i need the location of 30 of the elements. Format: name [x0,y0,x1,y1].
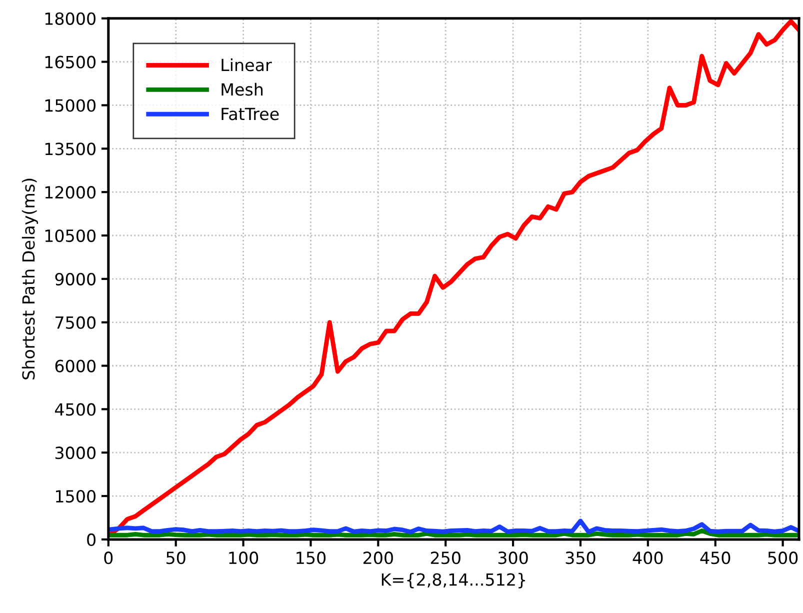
x-tick-label: 0 [104,552,113,564]
legend-label: Mesh [222,82,263,96]
y-tick-label: 9000 [55,272,96,286]
y-tick-label: 3000 [55,446,96,460]
y-tick-label: 0 [87,533,96,546]
x-tick-label: 450 [700,552,730,564]
x-tick-label: 100 [229,552,258,564]
x-tick-label: 500 [768,552,798,564]
x-tick-label: 150 [296,552,326,564]
y-tick-label: 1500 [56,490,96,503]
line-series [108,518,799,534]
x-tick-label: 300 [498,552,528,564]
y-tick-label: 12000 [45,186,96,199]
x-tick-label: 400 [632,552,663,564]
y-tick-label: 18000 [45,12,96,25]
y-tick-label: 16500 [45,56,96,68]
y-tick-label: 7500 [56,316,96,329]
y-tick-label: 6000 [55,360,96,372]
y-tick-label: 4500 [55,403,96,416]
x-tick-label: 250 [430,552,460,564]
x-tick-label: 350 [566,552,596,564]
x-axis-title: K={2,8,14...512} [382,572,526,588]
y-tick-label: 15000 [45,99,96,112]
x-tick-label: 200 [363,552,393,564]
y-axis-title: Shortest Path Delay(ms) [22,178,38,380]
x-tick-label: 50 [166,552,186,564]
legend-label: FatTree [222,108,279,120]
y-tick-label: 13500 [45,142,96,156]
legend-label: Linear [222,58,272,72]
y-tick-label: 10500 [45,229,96,242]
